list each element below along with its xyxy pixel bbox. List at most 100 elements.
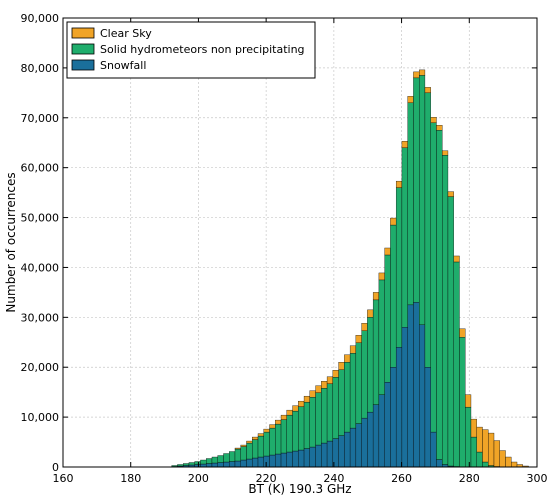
histogram-bar <box>183 464 189 466</box>
legend-swatch-snowfall <box>72 60 94 70</box>
histogram-bar <box>350 346 356 353</box>
histogram-bar <box>270 455 276 467</box>
y-tick-label: 80,000 <box>21 62 60 75</box>
x-tick-label: 280 <box>459 472 480 485</box>
histogram-bar <box>367 310 373 317</box>
histogram-bar <box>264 429 270 432</box>
histogram-bar <box>379 273 385 280</box>
histogram-bar <box>333 377 339 438</box>
histogram-bar <box>298 407 304 450</box>
histogram-bar <box>500 451 506 467</box>
histogram-bar <box>488 433 494 465</box>
histogram-bar <box>298 401 304 406</box>
histogram-bar <box>448 192 454 197</box>
histogram-bar <box>235 449 241 461</box>
histogram-bar <box>419 70 425 75</box>
histogram-bar <box>304 396 310 402</box>
histogram-bar <box>396 188 402 348</box>
histogram-bar <box>442 151 448 155</box>
histogram-bar <box>304 402 310 448</box>
histogram-bar <box>339 362 345 369</box>
histogram-bar <box>459 329 465 337</box>
histogram-bar <box>218 456 224 463</box>
y-tick-label: 0 <box>52 461 59 474</box>
histogram-bar <box>310 397 316 447</box>
histogram-bar <box>293 411 299 451</box>
histogram-bar <box>367 412 373 467</box>
histogram-bar <box>321 381 327 388</box>
histogram-bar <box>431 432 437 467</box>
histogram-bar <box>408 96 414 102</box>
legend-swatch-solid-hydrometeors <box>72 44 94 54</box>
histogram-bar <box>252 437 258 439</box>
histogram-bar <box>321 443 327 467</box>
x-tick-label: 200 <box>188 472 209 485</box>
histogram-bar <box>270 425 276 428</box>
histogram-bar <box>373 300 379 405</box>
histogram-bar <box>379 395 385 467</box>
histogram-bar <box>408 103 414 305</box>
histogram-bar <box>419 325 425 467</box>
histogram-bar <box>281 420 287 453</box>
histogram-bar <box>356 335 362 342</box>
x-tick-label: 260 <box>391 472 412 485</box>
histogram-bar <box>482 430 488 462</box>
histogram-bar <box>494 441 500 467</box>
histogram-bar <box>390 225 396 367</box>
legend-swatch-clear-sky <box>72 28 94 38</box>
histogram-bar <box>454 262 460 467</box>
histogram-bar <box>218 463 224 467</box>
histogram-bar <box>258 434 264 436</box>
histogram-bar <box>258 436 264 457</box>
histogram-bar <box>465 395 471 407</box>
x-tick-label: 300 <box>527 472 548 485</box>
histogram-bar <box>425 87 431 92</box>
histogram-bar <box>177 465 183 466</box>
histogram-bar <box>287 410 293 415</box>
histogram-bar <box>327 441 333 467</box>
histogram-bar <box>396 181 402 187</box>
histogram-bar <box>247 441 253 443</box>
histogram-bar <box>258 457 264 467</box>
histogram-bar <box>270 428 276 455</box>
histogram-bar <box>241 445 247 446</box>
histogram-bar <box>235 461 241 467</box>
histogram-bar <box>379 280 385 395</box>
histogram-bar <box>385 248 391 255</box>
histogram-bar <box>390 218 396 225</box>
histogram-bar <box>442 155 448 464</box>
legend-label-solid-hydrometeors: Solid hydrometeors non precipitating <box>100 43 305 56</box>
histogram-bar <box>431 117 437 122</box>
histogram-bar <box>385 255 391 382</box>
histogram-bar <box>298 450 304 467</box>
histogram-bar <box>356 424 362 467</box>
histogram-bar <box>287 452 293 467</box>
histogram-bar <box>477 427 483 452</box>
y-tick-label: 70,000 <box>21 112 60 125</box>
histogram-bar <box>465 407 471 467</box>
histogram-bar <box>229 462 235 467</box>
histogram-bar <box>247 459 253 467</box>
histogram-bar <box>506 457 512 467</box>
histogram-bar <box>425 93 431 367</box>
histogram-bar <box>206 464 212 467</box>
histogram-bar <box>413 78 419 303</box>
y-tick-label: 60,000 <box>21 162 60 175</box>
histogram-bar <box>396 347 402 467</box>
histogram-bar <box>471 419 477 437</box>
histogram-bar <box>281 415 287 419</box>
histogram-bar <box>339 370 345 436</box>
histogram-bar <box>264 456 270 467</box>
histogram-bar <box>189 463 195 465</box>
histogram-bar <box>275 424 281 454</box>
histogram-bar <box>281 453 287 467</box>
histogram-bar <box>413 302 419 467</box>
histogram-bar <box>408 305 414 467</box>
histogram-bar <box>436 130 442 459</box>
histogram-bar <box>448 197 454 466</box>
histogram-bar <box>362 418 368 467</box>
histogram-bar <box>247 443 253 459</box>
histogram-bar <box>344 355 350 362</box>
y-axis-label: Number of occurrences <box>4 172 18 312</box>
legend: Clear Sky Solid hydrometeors non precipi… <box>67 22 315 78</box>
